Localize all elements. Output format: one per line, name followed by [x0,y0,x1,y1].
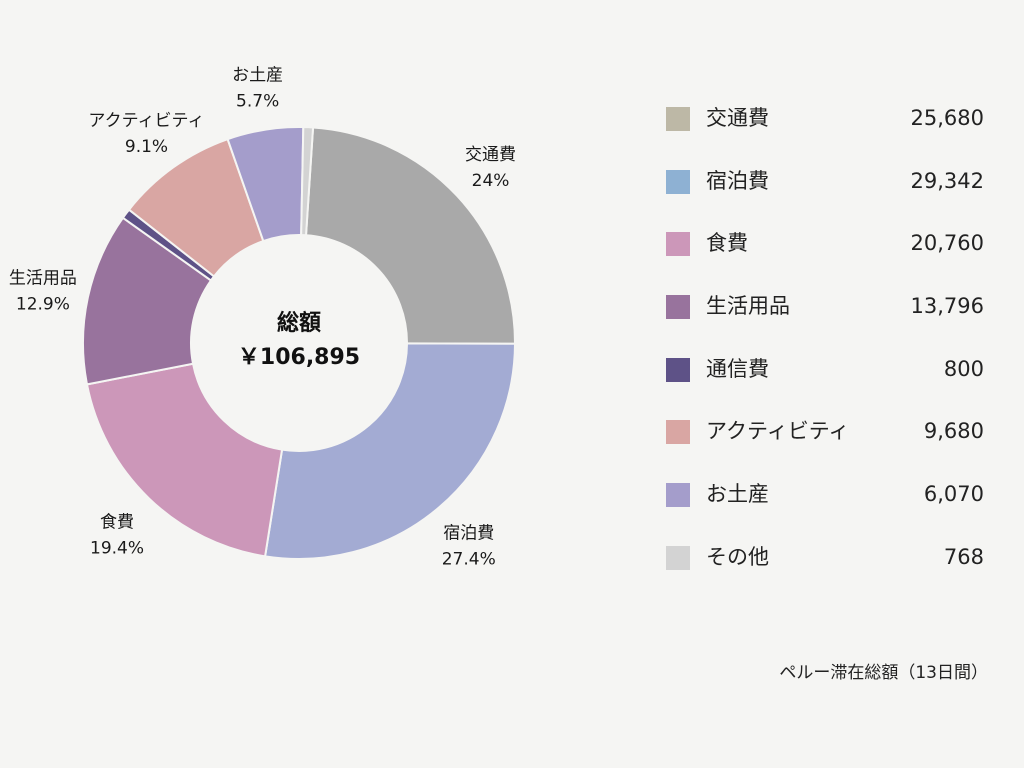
legend-value: 6,070 [923,482,984,507]
legend-swatch [666,169,690,194]
donut-center-total: ￥106,895 [238,345,360,370]
legend-label: その他 [706,544,769,569]
legend-label: 宿泊費 [706,168,769,193]
slice-label: 食費 19.4% [90,513,144,559]
donut-chart: 交通費 24% 宿泊費 27.4% 食費 19.4% 生活用品 12.9% アクティビティ 9.1… [9,65,517,569]
slice-label: 生活用品 12.9% [9,269,77,315]
legend-swatch [666,545,690,570]
legend-swatch [666,420,690,445]
legend-item: その他 768 [666,539,984,602]
slice-label: 宿泊費 27.4% [442,524,496,570]
slice-label: 交通費 24% [465,145,516,191]
legend-item: お土産 6,070 [666,476,984,539]
donut-slice [263,342,517,560]
chart-legend: 交通費 25,680 宿泊費 29,342 食費 20,760 生活用品 13,… [666,100,984,602]
legend-value: 9,680 [923,419,984,444]
chart-caption: ペルー滞在総額（13日間） [779,663,988,683]
legend-value: 768 [943,544,984,569]
legend-item: 通信費 800 [666,351,984,414]
slice-label: お土産 5.7% [232,65,283,111]
legend-item: 交通費 25,680 [666,100,984,163]
legend-label: 通信費 [706,356,769,381]
legend-item: 生活用品 13,796 [666,288,984,351]
legend-value: 20,760 [910,231,984,256]
slice-labels: 交通費 24% 宿泊費 27.4% 食費 19.4% 生活用品 12.9% アクティビティ 9.1… [9,65,516,569]
legend-label: アクティビティ [706,419,850,444]
legend-value: 25,680 [910,106,984,130]
legend-swatch [666,232,690,257]
legend-item: 食費 20,760 [666,225,984,288]
legend-swatch [666,295,690,320]
slice-label: アクティビティ 9.1% [88,111,204,157]
legend-value: 29,342 [910,168,984,193]
donut-slice [304,126,516,345]
donut-slices [82,126,517,560]
donut-slice [300,126,315,237]
donut-slice [85,362,284,558]
legend-swatch [666,483,690,508]
legend-item: 宿泊費 29,342 [666,163,984,226]
legend-swatch [666,107,690,131]
legend-label: 交通費 [706,106,769,130]
legend-value: 13,796 [910,294,984,319]
donut-center-title: 総額 [277,310,321,336]
legend-label: お土産 [706,482,769,507]
legend-value: 800 [943,356,984,381]
legend-label: 食費 [706,231,748,256]
legend-swatch [666,357,690,382]
legend-item: アクティビティ 9,680 [666,413,984,476]
legend-label: 生活用品 [706,294,790,319]
